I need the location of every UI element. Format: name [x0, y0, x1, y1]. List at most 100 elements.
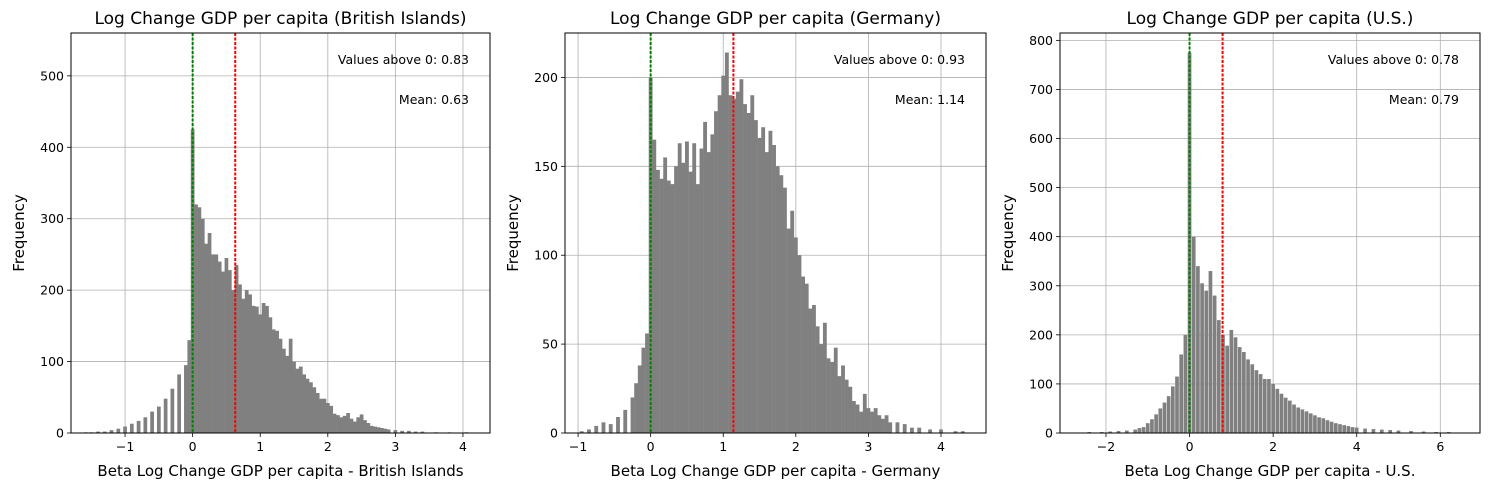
x-tick-label: 1	[719, 439, 727, 454]
histogram-bar	[275, 330, 279, 433]
histogram-bar	[895, 422, 900, 433]
histogram-bar	[677, 143, 682, 433]
histogram-bar	[768, 130, 773, 433]
histogram-bar	[775, 166, 780, 434]
histogram-bar	[1321, 418, 1326, 433]
axes-frame	[70, 32, 491, 434]
histogram-bar	[928, 429, 933, 433]
histogram-bar	[346, 413, 350, 433]
histogram-bar	[685, 141, 689, 433]
histogram-bar	[309, 382, 313, 433]
histogram-bar	[295, 368, 300, 433]
histogram-bar	[1221, 334, 1225, 433]
histogram-bar	[634, 383, 639, 433]
histogram-bar	[1342, 425, 1347, 433]
histogram-bar	[917, 427, 922, 433]
histogram-bar	[804, 283, 809, 433]
histogram-bar	[724, 52, 729, 434]
histogram-bar	[939, 429, 943, 433]
histogram-bar	[282, 348, 286, 433]
x-tick-label: 0	[189, 439, 197, 454]
histogram-bar	[1271, 383, 1275, 433]
histogram-bar	[870, 411, 874, 433]
histogram-bar	[298, 366, 303, 433]
histogram-bar	[312, 387, 317, 433]
histogram-bar	[369, 425, 374, 433]
histogram-bar	[1242, 352, 1246, 433]
histogram-bar	[703, 121, 708, 433]
histogram-bar	[271, 329, 276, 433]
histogram-bar	[630, 397, 635, 433]
histogram-bar	[608, 424, 613, 433]
histogram-bar	[278, 338, 283, 433]
histogram-bar	[1179, 354, 1184, 433]
histogram-bar	[783, 187, 787, 433]
histogram-bar	[143, 417, 148, 433]
histogram-bar	[386, 429, 391, 433]
histogram-bar	[862, 393, 867, 433]
histogram-bar	[1409, 431, 1413, 433]
histogram-bar	[695, 184, 700, 433]
histogram-bar	[1363, 428, 1367, 433]
histogram-bar	[1212, 295, 1217, 433]
histogram-bar	[808, 308, 813, 433]
histogram-bar	[826, 358, 831, 433]
histogram-bar	[1262, 379, 1267, 433]
histogram-bar	[670, 184, 675, 433]
histogram-bar	[587, 429, 591, 433]
histogram-bar	[1250, 364, 1255, 433]
histogram-bar	[1216, 320, 1221, 433]
histogram-bar	[156, 406, 161, 433]
histogram-bar	[329, 405, 334, 433]
histogram-bar	[819, 344, 824, 433]
histogram-bar	[1175, 376, 1179, 433]
histogram-bar	[407, 430, 411, 433]
histogram-bar	[837, 376, 842, 433]
histogram-bar	[761, 127, 766, 433]
values-above-zero-annotation: Values above 0: 0.83	[338, 52, 469, 67]
y-tick-label: 200	[1029, 327, 1053, 342]
histogram-bar	[1191, 236, 1196, 433]
histogram-bar	[1208, 271, 1213, 433]
histogram-bar	[244, 290, 249, 433]
y-tick-label: 500	[1029, 180, 1053, 195]
y-tick-label: 100	[40, 354, 64, 369]
histogram-bar	[873, 408, 878, 433]
y-tick-label: 300	[1029, 278, 1053, 293]
histogram-bar	[322, 398, 327, 433]
histogram-bar	[1313, 415, 1317, 433]
histogram-bar	[1379, 429, 1384, 433]
histogram-bar	[359, 414, 364, 433]
histogram-bar	[953, 431, 958, 433]
x-tick-label: 6	[1436, 439, 1444, 454]
histogram-bar	[170, 388, 175, 433]
histogram-bar	[420, 431, 425, 433]
x-axis-label: Beta Log Change GDP per capita - Germany	[611, 462, 941, 480]
histogram-bar	[786, 228, 791, 433]
histogram-bar	[305, 378, 310, 433]
histogram-bar	[822, 322, 827, 433]
y-tick-label: 0	[550, 426, 558, 441]
histogram-bar	[1421, 431, 1426, 433]
values-above-zero-annotation: Values above 0: 0.93	[834, 52, 965, 67]
x-tick-label: −1	[116, 439, 134, 454]
histogram-bar	[1354, 427, 1359, 433]
histogram-bar	[339, 417, 344, 433]
histogram-bar	[779, 175, 784, 433]
histogram-bar	[1258, 374, 1263, 433]
chart-title: Log Change GDP per capita (British Islan…	[94, 9, 466, 29]
histogram-bar	[877, 415, 882, 433]
y-tick-label: 0	[1045, 426, 1053, 441]
y-axis-label: Frequency	[10, 194, 28, 272]
histogram-bar	[866, 408, 871, 433]
histogram-bar	[1225, 345, 1230, 433]
x-tick-label: 2	[1269, 439, 1277, 454]
y-tick-label: 150	[534, 159, 558, 174]
histogram-bar	[352, 421, 357, 433]
histogram-bar	[1246, 359, 1250, 433]
histogram-bar	[1150, 419, 1154, 433]
histogram-bar	[721, 75, 726, 434]
histogram-bar	[815, 326, 820, 433]
histogram-bar	[363, 420, 367, 433]
histogram-bar	[254, 306, 259, 433]
